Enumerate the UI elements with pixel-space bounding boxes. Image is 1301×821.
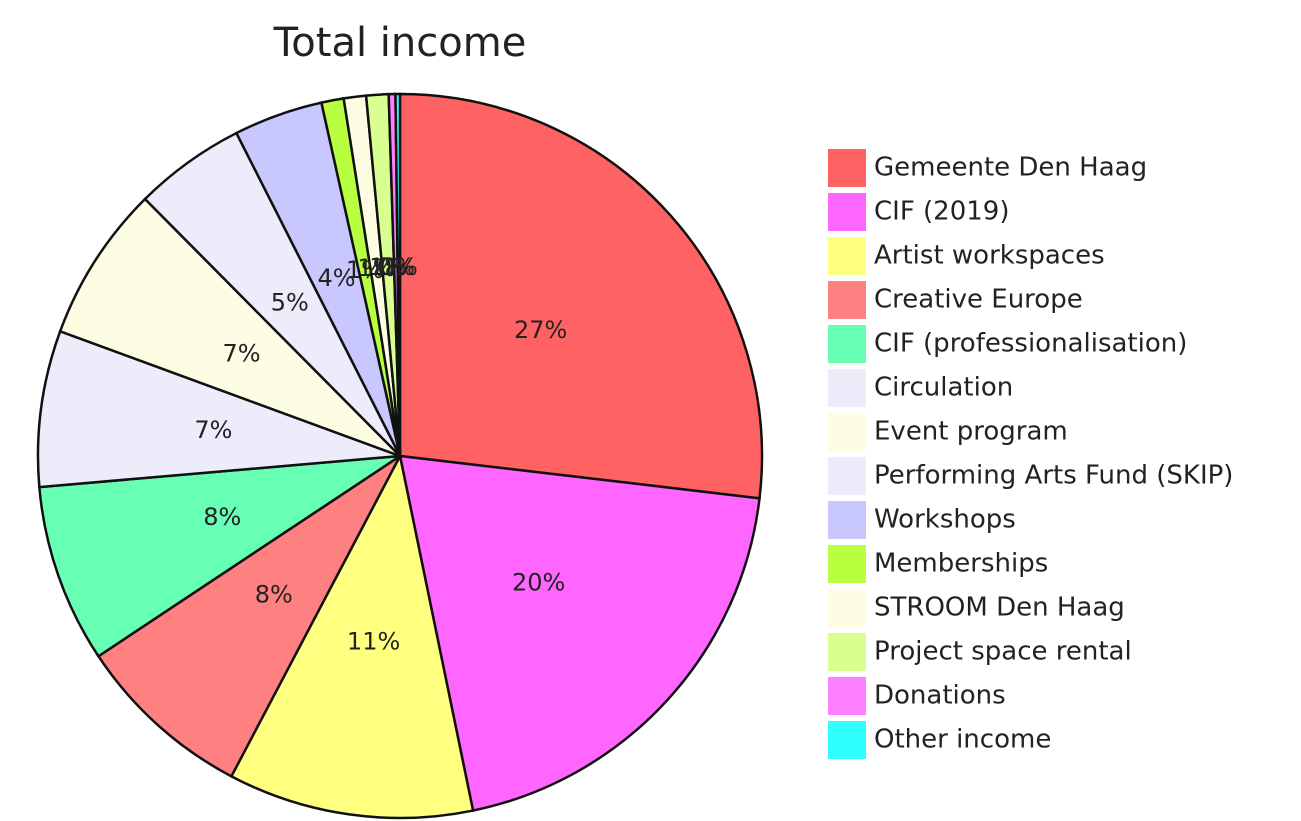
pie-slice bbox=[96, 454, 402, 779]
slice-label: 11% bbox=[347, 627, 400, 655]
slice-label: 1% bbox=[346, 256, 384, 284]
chart-title: Total income bbox=[273, 20, 527, 66]
legend-swatch bbox=[828, 325, 866, 363]
legend-label: Gemeente Den Haag bbox=[874, 153, 1147, 183]
pie-slice bbox=[37, 454, 401, 658]
slice-label: 4% bbox=[318, 264, 356, 292]
legend-label: CIF (2019) bbox=[874, 197, 1010, 227]
slice-label: 1% bbox=[369, 253, 407, 281]
legend-swatch bbox=[828, 369, 866, 407]
legend-swatch bbox=[828, 677, 866, 715]
slice-label: 5% bbox=[271, 288, 309, 316]
legend-swatch bbox=[828, 281, 866, 319]
slice-label: 8% bbox=[255, 581, 293, 609]
slice-label: 7% bbox=[194, 416, 232, 444]
legend-label: Project space rental bbox=[874, 637, 1132, 667]
legend-swatch bbox=[828, 589, 866, 627]
legend-label: Performing Arts Fund (SKIP) bbox=[874, 461, 1233, 491]
legend-swatch bbox=[828, 413, 866, 451]
legend-label: CIF (professionalisation) bbox=[874, 329, 1187, 359]
slice-label: 20% bbox=[512, 568, 565, 596]
legend-swatch bbox=[828, 149, 866, 187]
legend-label: Other income bbox=[874, 725, 1051, 755]
pie-slice bbox=[398, 92, 764, 500]
legend-label: Memberships bbox=[874, 549, 1048, 579]
legend-label: Artist workspaces bbox=[874, 241, 1105, 271]
legend-label: STROOM Den Haag bbox=[874, 593, 1125, 623]
legend-label: Donations bbox=[874, 681, 1006, 711]
legend-swatch bbox=[828, 193, 866, 231]
legend-label: Workshops bbox=[874, 505, 1016, 535]
legend-swatch bbox=[828, 633, 866, 671]
slice-label: 1% bbox=[357, 254, 395, 282]
pie-slice bbox=[394, 92, 402, 457]
pie-slice bbox=[36, 329, 401, 489]
legend-swatch bbox=[828, 545, 866, 583]
legend-swatch bbox=[828, 721, 866, 759]
slice-label: 0% bbox=[380, 253, 418, 281]
legend-swatch bbox=[828, 237, 866, 275]
legend-swatch bbox=[828, 501, 866, 539]
pie-slice bbox=[229, 452, 475, 820]
pie-slice bbox=[58, 197, 401, 458]
slice-label: 7% bbox=[223, 339, 261, 367]
legend-label: Event program bbox=[874, 417, 1068, 447]
legend-swatch bbox=[828, 457, 866, 495]
slice-label: 27% bbox=[514, 316, 567, 344]
legend-label: Creative Europe bbox=[874, 285, 1083, 315]
legend-label: Circulation bbox=[874, 373, 1013, 403]
pie-slice bbox=[398, 454, 761, 813]
slice-label: 0% bbox=[377, 253, 415, 281]
slice-label: 8% bbox=[203, 503, 241, 531]
